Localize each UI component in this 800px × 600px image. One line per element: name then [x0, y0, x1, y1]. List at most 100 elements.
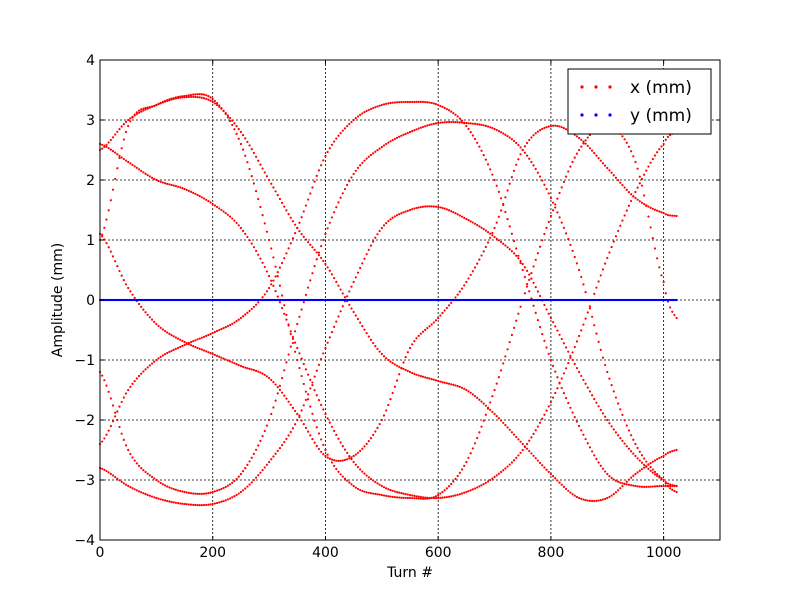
data-point	[120, 156, 123, 159]
data-point	[541, 127, 544, 131]
data-point	[224, 112, 227, 115]
data-point	[387, 102, 390, 105]
data-point	[194, 503, 197, 507]
data-point	[536, 290, 540, 293]
data-point	[261, 167, 264, 170]
data-point	[179, 345, 182, 349]
data-point	[170, 98, 173, 101]
data-point	[103, 145, 106, 148]
data-point	[643, 194, 646, 197]
data-point	[625, 480, 628, 483]
data-point	[432, 496, 435, 500]
data-point	[458, 214, 461, 217]
data-point	[465, 121, 468, 125]
data-point	[393, 215, 396, 218]
data-point	[166, 485, 169, 488]
data-point	[445, 121, 448, 124]
data-point	[237, 363, 240, 367]
data-point	[640, 485, 644, 488]
data-point	[556, 211, 559, 214]
data-point	[369, 477, 373, 481]
legend-marker	[608, 85, 612, 89]
data-point	[222, 486, 225, 490]
data-point	[452, 383, 455, 386]
data-point	[131, 456, 134, 459]
data-point	[218, 105, 221, 108]
data-point	[252, 369, 256, 372]
data-point	[183, 340, 186, 344]
data-point	[157, 480, 160, 483]
data-point	[510, 333, 513, 337]
data-point	[417, 127, 420, 130]
data-point	[632, 484, 635, 487]
data-point	[359, 266, 362, 270]
data-point	[207, 351, 210, 354]
data-point	[315, 174, 318, 177]
data-point	[109, 138, 112, 142]
data-point	[558, 191, 561, 195]
data-point	[124, 392, 128, 395]
data-point	[367, 491, 370, 494]
data-point	[179, 96, 182, 99]
data-point	[361, 325, 364, 328]
data-point	[567, 489, 570, 492]
data-point	[228, 116, 232, 120]
data-point	[543, 126, 546, 130]
data-point	[248, 144, 251, 147]
data-point	[291, 341, 295, 345]
data-point	[432, 378, 435, 381]
data-point	[473, 122, 477, 126]
data-point	[460, 215, 464, 218]
data-point	[272, 381, 275, 384]
data-point	[675, 484, 678, 488]
data-point	[573, 345, 576, 349]
data-point	[343, 448, 347, 451]
data-point	[547, 352, 550, 355]
data-point	[215, 329, 219, 333]
data-point	[517, 454, 520, 457]
data-point	[508, 136, 511, 139]
data-point	[352, 460, 355, 464]
data-point	[170, 183, 173, 187]
data-point	[627, 204, 631, 207]
data-point	[343, 458, 347, 462]
data-point	[359, 164, 362, 167]
data-point	[218, 488, 221, 491]
data-point	[649, 462, 652, 465]
data-point	[560, 337, 563, 341]
data-point	[341, 475, 344, 478]
data-point	[512, 252, 516, 255]
data-point	[406, 493, 409, 496]
data-point	[458, 471, 461, 474]
data-point	[651, 207, 654, 210]
data-point	[597, 280, 600, 283]
data-point	[664, 292, 667, 295]
data-point	[595, 332, 598, 335]
data-point	[495, 221, 498, 224]
data-point	[623, 442, 626, 445]
data-point	[359, 449, 362, 452]
data-point	[287, 434, 290, 437]
data-point	[135, 112, 138, 116]
data-point	[131, 293, 134, 296]
data-point	[116, 410, 119, 413]
data-point	[640, 461, 644, 464]
data-point	[146, 313, 149, 316]
data-point	[246, 235, 249, 239]
data-point	[224, 358, 227, 361]
data-point	[411, 208, 414, 211]
data-point	[634, 190, 637, 194]
data-point	[530, 277, 533, 280]
data-point	[148, 364, 151, 367]
data-point	[506, 348, 509, 351]
data-point	[192, 191, 195, 194]
data-point	[404, 493, 407, 496]
data-point	[482, 419, 485, 422]
data-point	[623, 419, 626, 422]
data-point	[543, 339, 546, 342]
data-point	[183, 502, 186, 506]
data-point	[196, 93, 199, 96]
data-point	[454, 384, 457, 387]
data-point	[413, 129, 416, 132]
data-point	[408, 493, 412, 497]
